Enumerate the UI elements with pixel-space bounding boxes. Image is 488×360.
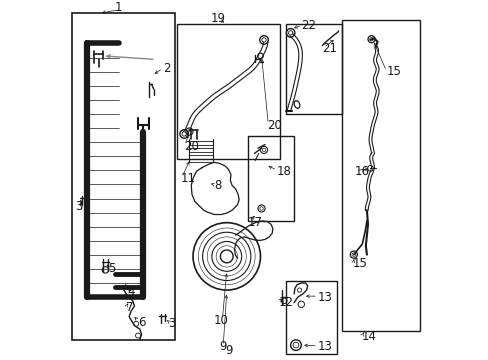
Text: 18: 18 <box>276 165 291 178</box>
Text: 2: 2 <box>163 62 170 75</box>
Text: 3: 3 <box>75 200 82 213</box>
Text: 20: 20 <box>184 140 199 153</box>
Text: 22: 22 <box>301 19 316 32</box>
Text: 20: 20 <box>267 118 282 132</box>
Text: 17: 17 <box>247 216 263 229</box>
Text: 16: 16 <box>354 165 369 178</box>
Text: 4: 4 <box>127 285 135 298</box>
Text: 9: 9 <box>219 341 226 354</box>
Bar <box>177 24 280 159</box>
Circle shape <box>262 38 265 42</box>
Text: 13: 13 <box>317 291 331 304</box>
Text: 15: 15 <box>386 66 401 78</box>
Text: 10: 10 <box>214 314 228 327</box>
Text: 14: 14 <box>361 330 376 343</box>
Text: 21: 21 <box>322 42 337 55</box>
Bar <box>247 136 294 221</box>
Text: 6: 6 <box>138 316 145 329</box>
Circle shape <box>182 132 186 136</box>
Text: 12: 12 <box>278 296 293 309</box>
Bar <box>342 21 419 331</box>
Text: 15: 15 <box>352 257 367 270</box>
Text: 5: 5 <box>108 262 115 275</box>
Text: 13: 13 <box>317 341 331 354</box>
Bar <box>285 281 336 354</box>
Bar <box>72 13 175 340</box>
Text: 7: 7 <box>125 301 133 314</box>
Text: 8: 8 <box>214 179 221 192</box>
Circle shape <box>220 250 233 263</box>
Bar <box>285 24 342 114</box>
Text: 1: 1 <box>115 1 122 14</box>
Text: 3: 3 <box>168 317 175 330</box>
Text: 11: 11 <box>180 172 195 185</box>
Text: 19: 19 <box>210 12 225 25</box>
Text: 9: 9 <box>224 344 232 357</box>
